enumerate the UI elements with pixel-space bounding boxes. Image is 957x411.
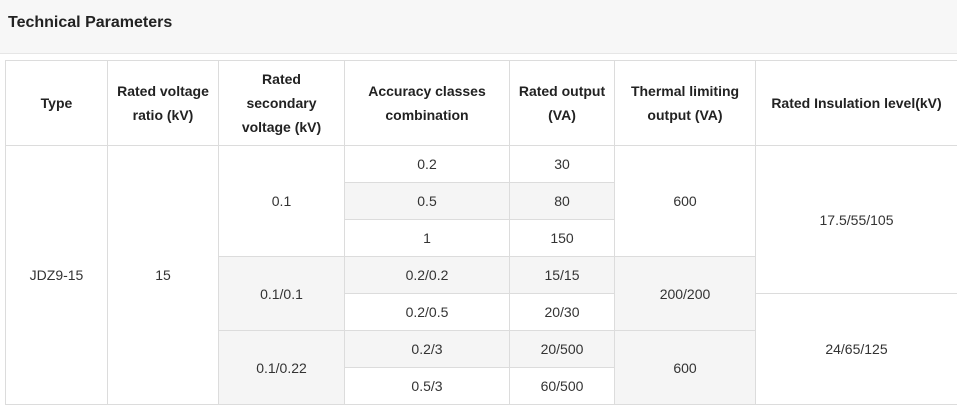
row: 0.5 80	[6, 182, 957, 220]
row: 0.1/0.1 0.2/0.2 15/15 200/200	[6, 256, 957, 331]
cell: 30	[509, 145, 615, 183]
header-row: Type Rated voltage ratio (kV) Rated seco…	[5, 60, 957, 146]
cell: 0.1	[218, 145, 345, 257]
cell: 0.1/0.1	[218, 256, 345, 331]
cell: 24/65/125	[755, 293, 957, 405]
column-header: Rated Insulation level(kV)	[755, 60, 957, 146]
column-header: Rated voltage ratio (kV)	[107, 60, 219, 146]
cell: 200/200	[614, 256, 756, 331]
cell: 600	[614, 330, 756, 405]
cell: 15/15	[509, 256, 615, 294]
row: 1 150	[6, 219, 957, 257]
cell: 0.2	[344, 145, 510, 183]
cell: 0.2/3	[344, 330, 510, 368]
column-header: Rated output (VA)	[509, 60, 615, 146]
cell: 0.5	[344, 182, 510, 220]
row: JDZ9-15 15 0.1 0.2 30 600 17.5/55/105	[5, 145, 957, 405]
cell: 80	[509, 182, 615, 220]
cell: 15	[107, 145, 219, 405]
cell: 600	[614, 145, 756, 257]
cell: 1	[344, 219, 510, 257]
cell: 17.5/55/105	[755, 145, 957, 294]
cell: 20/500	[509, 330, 615, 368]
title-bar: Technical Parameters	[0, 0, 957, 54]
row: 0.2/0.5 20/30 24/65/125	[6, 293, 957, 405]
column-header: Thermal limiting output (VA)	[614, 60, 756, 146]
column-header: Type	[5, 60, 108, 146]
cell: 60/500	[509, 367, 615, 405]
cell: 150	[509, 219, 615, 257]
cell: 0.2/0.2	[344, 256, 510, 294]
cell: JDZ9-15	[5, 145, 108, 405]
parameters-table: Type Rated voltage ratio (kV) Rated seco…	[5, 60, 957, 405]
cell: 20/30	[509, 293, 615, 331]
row: 0.5/3 60/500	[6, 367, 957, 405]
row: 0.1/0.22 0.2/3 20/500 600	[6, 330, 957, 405]
cell: 0.2/0.5	[344, 293, 510, 331]
cell: 0.1/0.22	[218, 330, 345, 405]
section-title: Technical Parameters	[8, 14, 173, 31]
column-header: Rated secondary voltage (kV)	[218, 60, 345, 146]
column-header: Accuracy classes combination	[344, 60, 510, 146]
cell: 0.5/3	[344, 367, 510, 405]
